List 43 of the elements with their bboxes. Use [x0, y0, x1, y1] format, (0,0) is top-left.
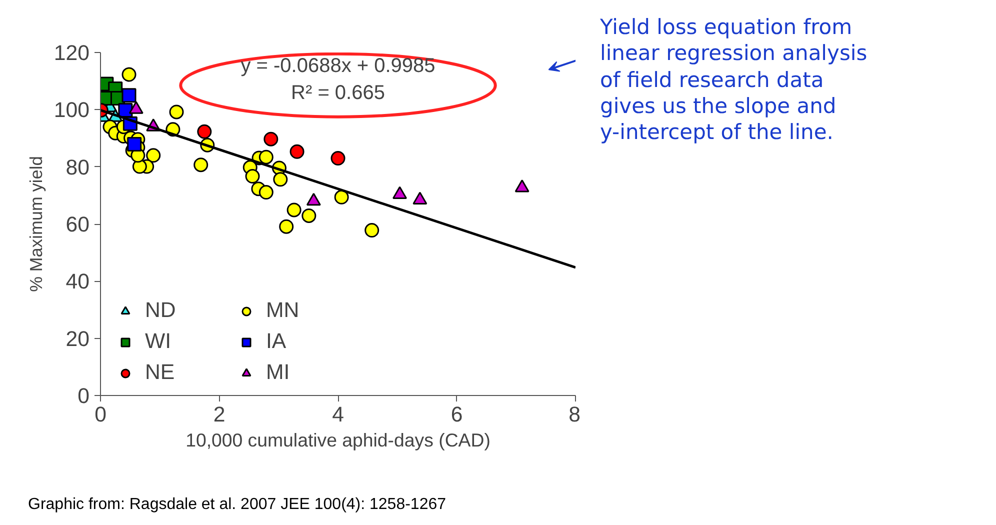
point — [122, 67, 136, 82]
y-tick-label: 100 — [54, 98, 90, 122]
annotation: R² = 0.665 — [291, 82, 385, 104]
legend-label: MI — [266, 360, 291, 385]
point — [273, 172, 288, 187]
point — [258, 185, 274, 200]
point — [286, 202, 302, 218]
y-tick-label: 20 — [66, 326, 90, 351]
point — [330, 151, 346, 166]
point — [146, 148, 161, 163]
y-axis-title: % Maximum yield — [26, 156, 46, 292]
x-tick-label: 4 — [332, 402, 344, 426]
point — [279, 219, 294, 234]
point — [364, 223, 380, 238]
x-tick-label: 0 — [94, 402, 107, 426]
text: Graphic from: Ragsdale et al. 2007 JEE 100(4): 1258-1267 — [28, 495, 446, 515]
point — [258, 150, 274, 164]
x-tick-label: 2 — [213, 402, 226, 426]
y-tick-label: 80 — [66, 155, 90, 180]
text: Yield loss equation from linear regression analysis of field research data gives us the slope and y-intercept of the line. — [600, 14, 868, 146]
legend-label: ND — [145, 298, 177, 323]
x-tick-label: 8 — [568, 402, 581, 426]
point — [169, 104, 184, 120]
y-tick-label: 60 — [66, 212, 90, 236]
point — [290, 144, 304, 159]
point — [334, 190, 349, 204]
legend-label: NE — [145, 360, 176, 385]
point — [264, 132, 278, 146]
point — [302, 208, 316, 223]
point — [127, 137, 142, 152]
annotation: y = -0.0688x + 0.9985 — [240, 54, 436, 77]
y-tick-label: 0 — [78, 384, 90, 408]
legend-label: MN — [266, 298, 300, 323]
point — [122, 88, 136, 103]
legend-label: IA — [266, 329, 288, 354]
y-tick-label: 120 — [54, 41, 90, 65]
point — [197, 124, 212, 139]
point — [245, 169, 260, 184]
y-tick-label: 40 — [66, 270, 90, 294]
x-axis-title: 10,000 cumulative aphid-days (CAD) — [186, 430, 490, 450]
point — [194, 158, 208, 172]
x-tick-label: 6 — [450, 402, 463, 426]
legend-label: WI — [145, 329, 172, 354]
